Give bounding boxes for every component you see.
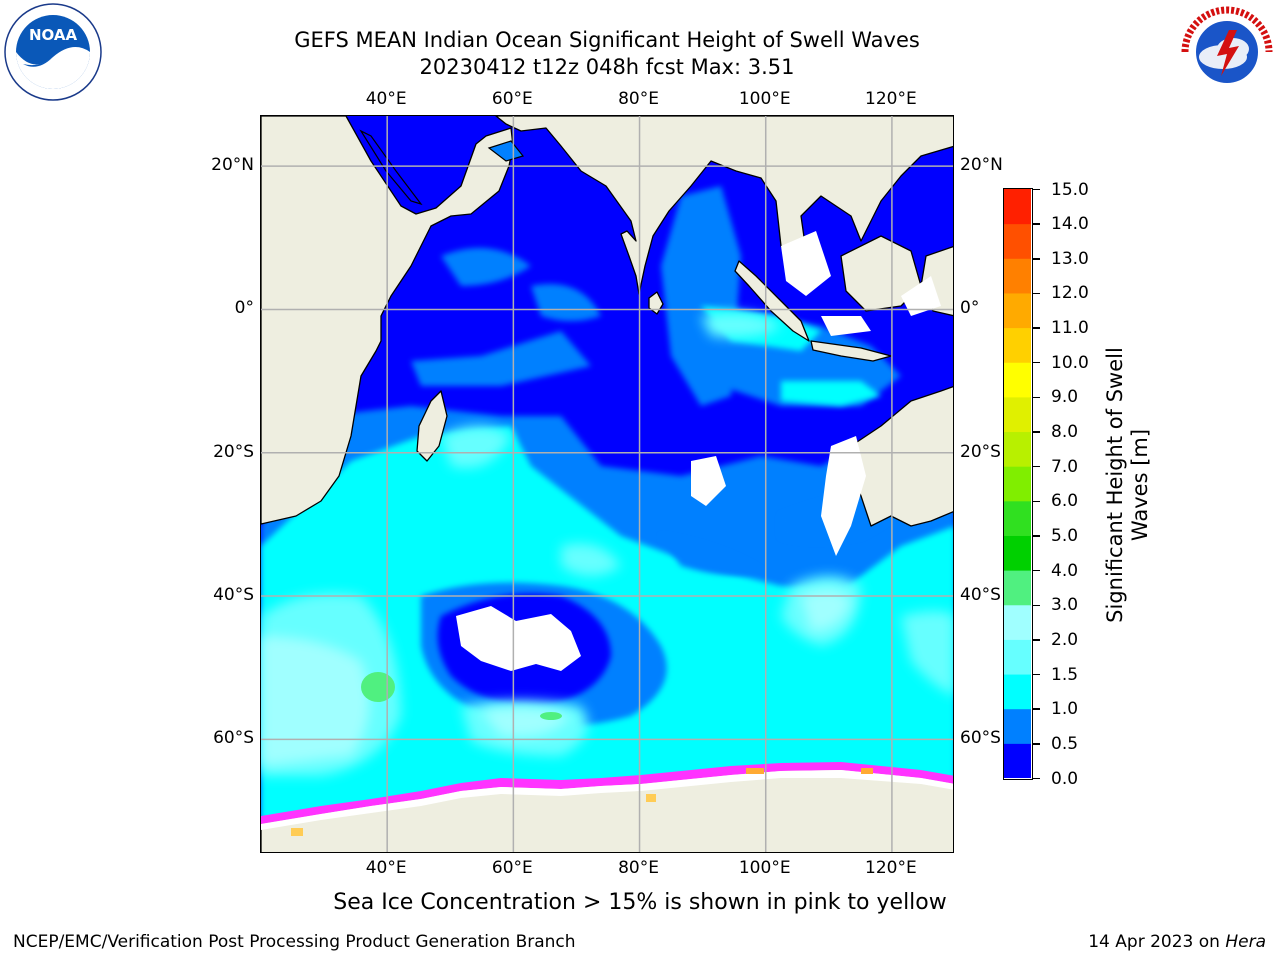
y-tick-label-left: 60°S: [213, 728, 254, 749]
colorbar-label: 7.0: [1051, 456, 1079, 477]
noaa-logo-text: NOAA: [29, 26, 78, 44]
inland-seas: [359, 129, 525, 206]
y-tick-label-right: 60°S: [960, 728, 1001, 749]
colorbar-tick: [1033, 535, 1040, 537]
map-panel: [260, 115, 954, 853]
colorbar-swatch: [1004, 431, 1031, 467]
colorbar-label: 3.0: [1051, 595, 1079, 616]
colorbar-label: 6.0: [1051, 491, 1079, 512]
x-tick-label-bottom: 100°E: [738, 858, 791, 878]
y-tick-label-right: 40°S: [960, 585, 1001, 606]
colorbar-swatch: [1004, 535, 1031, 571]
colorbar-swatch: [1004, 743, 1031, 779]
colorbar-label: 15.0: [1051, 179, 1089, 200]
x-tick-label-bottom: 120°E: [865, 858, 917, 878]
sea-ice-note: Sea Ice Concentration > 15% is shown in …: [333, 890, 947, 915]
colorbar-title-line1: Significant Height of Swell: [1103, 347, 1127, 623]
x-tick-label-top: 40°E: [365, 89, 407, 109]
chart-subtitle: 20230412 t12z 048h fcst Max: 3.51: [419, 55, 795, 79]
colorbar-swatch: [1004, 189, 1031, 225]
colorbar-tick: [1033, 673, 1040, 676]
sea-ice-band: [261, 762, 953, 836]
machine-name: Hera: [1225, 932, 1266, 952]
colorbar-label: 13.0: [1051, 248, 1089, 269]
colorbar-tick: [1033, 396, 1040, 399]
colorbar-swatches: [1004, 189, 1031, 779]
chart-title: GEFS MEAN Indian Ocean Significant Heigh…: [294, 28, 920, 52]
colorbar-label: 11.0: [1051, 318, 1089, 339]
date-value: 14 Apr 2023 on: [1088, 932, 1220, 952]
y-tick-label-left: 40°S: [213, 585, 254, 606]
colorbar-swatch: [1004, 570, 1031, 606]
colorbar-label: 10.0: [1051, 352, 1089, 373]
colorbar-swatch: [1004, 466, 1031, 502]
colorbar-swatch: [1004, 362, 1031, 398]
y-tick-label-right: 0°: [960, 298, 980, 319]
nws-logo: [1179, 4, 1275, 100]
colorbar-label: 4.0: [1051, 560, 1079, 581]
colorbar-title: Significant Height of Swell Waves [m]: [1103, 325, 1153, 645]
colorbar-tick: [1033, 292, 1040, 295]
colorbar-label: 0.5: [1051, 733, 1079, 754]
land-masses: [261, 116, 953, 852]
colorbar-tick: [1033, 361, 1040, 364]
colorbar-swatch: [1004, 639, 1031, 675]
colorbar-label: 1.5: [1051, 664, 1079, 685]
colorbar-label: 0.0: [1051, 768, 1079, 789]
colorbar-swatch: [1004, 258, 1031, 294]
y-tick-label-right: 20°N: [960, 155, 1003, 176]
x-tick-label-bottom: 60°E: [491, 858, 533, 878]
colorbar-tick: [1033, 258, 1040, 260]
x-tick-label-bottom: 80°E: [618, 858, 659, 878]
colorbar-swatch: [1004, 500, 1031, 536]
colorbar-title-line2: Waves [m]: [1128, 428, 1152, 542]
noaa-logo: NOAA: [4, 3, 102, 101]
colorbar-tick: [1033, 465, 1040, 468]
swell-band-2.0-3.0: [261, 589, 851, 766]
y-tick-label-right: 20°S: [960, 441, 1001, 462]
map-canvas: [261, 116, 953, 852]
colorbar-tick: [1033, 569, 1040, 572]
colorbar-label: 14.0: [1051, 214, 1089, 235]
colorbar-swatch: [1004, 708, 1031, 744]
colorbar-label: 5.0: [1051, 525, 1079, 546]
x-tick-label-top: 120°E: [865, 89, 917, 109]
y-tick-label-left: 20°N: [211, 155, 254, 176]
x-tick-label-top: 80°E: [618, 89, 659, 109]
colorbar: [1003, 188, 1033, 780]
colorbar-tick: [1033, 639, 1040, 641]
map-grid: [261, 116, 953, 852]
colorbar-tick: [1033, 223, 1040, 225]
colorbar-label: 12.0: [1051, 283, 1089, 304]
colorbar-tick: [1033, 327, 1040, 329]
colorbar-tick: [1033, 743, 1040, 745]
colorbar-label: 8.0: [1051, 422, 1079, 443]
colorbar-swatch: [1004, 327, 1031, 363]
colorbar-tick: [1033, 500, 1040, 503]
colorbar-tick: [1033, 777, 1040, 780]
colorbar-tick: [1033, 188, 1040, 191]
colorbar-label: 9.0: [1051, 387, 1079, 408]
colorbar-swatch: [1004, 292, 1031, 329]
colorbar-swatch: [1004, 396, 1031, 433]
missing-data-areas: [456, 231, 941, 671]
colorbar-tick: [1033, 708, 1040, 710]
colorbar-swatch: [1004, 674, 1031, 710]
colorbar-label: 1.0: [1051, 699, 1079, 720]
x-tick-label-top: 100°E: [738, 89, 791, 109]
colorbar-swatch: [1004, 604, 1031, 640]
x-tick-label-bottom: 40°E: [365, 858, 407, 878]
date-text: 14 Apr 2023 on Hera: [1088, 932, 1266, 952]
credit-text: NCEP/EMC/Verification Post Processing Pr…: [13, 932, 576, 952]
y-tick-label-left: 20°S: [213, 441, 254, 462]
colorbar-swatch: [1004, 223, 1031, 259]
colorbar-tick: [1033, 431, 1040, 433]
y-tick-label-left: 0°: [234, 298, 254, 319]
colorbar-tick: [1033, 604, 1040, 606]
x-tick-label-top: 60°E: [491, 89, 533, 109]
colorbar-label: 2.0: [1051, 629, 1079, 650]
